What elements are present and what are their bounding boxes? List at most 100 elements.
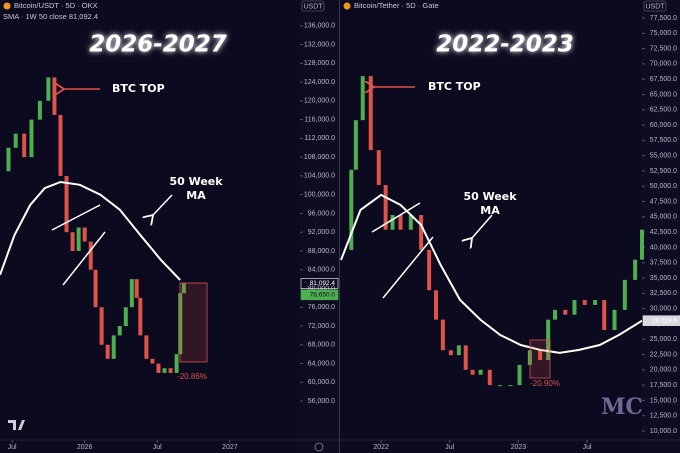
- candle: [498, 385, 503, 387]
- axis-label: USDT: [303, 3, 323, 10]
- candle: [52, 77, 57, 115]
- drop-box: [179, 282, 208, 363]
- symbol-icon: [343, 2, 351, 10]
- drop-box: [529, 339, 551, 379]
- candle: [478, 369, 483, 375]
- chart-header: Bitcoin/USDT · 5D · OKX: [14, 1, 98, 10]
- ma-label: MA: [480, 204, 500, 217]
- y-tick-label: 68,000.0: [308, 342, 335, 349]
- y-tick-label: 132,000.0: [304, 41, 335, 48]
- candle: [376, 150, 381, 186]
- y-tick-label: 70,000.0: [650, 61, 677, 68]
- watermark: MC: [601, 394, 643, 420]
- chart-title: 2022-2023: [436, 32, 574, 58]
- candle: [593, 300, 598, 305]
- candle: [538, 350, 543, 361]
- candle: [156, 363, 161, 373]
- y-tick-label: 62,500.0: [650, 107, 677, 114]
- candle: [602, 300, 607, 331]
- y-tick-label: 77,500.0: [650, 15, 677, 22]
- candle: [433, 290, 438, 320]
- candle: [13, 133, 18, 148]
- candle: [150, 358, 155, 364]
- candle: [99, 307, 104, 345]
- candle: [134, 279, 139, 298]
- candle: [22, 133, 27, 158]
- candle: [508, 385, 513, 387]
- y-tick-label: 30,000.0: [650, 305, 677, 312]
- y-tick-label: 55,000.0: [650, 153, 677, 160]
- candle: [633, 259, 638, 280]
- price-tag-label: 78,650.0: [310, 292, 336, 299]
- chart-header: Bitcoin/Tether · 5D · Gate: [354, 1, 439, 10]
- ma-label: 50 Week: [169, 175, 223, 188]
- y-tick-label: 17,500.0: [650, 382, 677, 389]
- candle: [582, 300, 587, 305]
- axis-label: USDT: [645, 3, 665, 10]
- candle: [88, 241, 93, 270]
- top-label: BTC TOP: [428, 80, 481, 93]
- y-tick-label: 57,500.0: [650, 137, 677, 144]
- candle: [123, 307, 128, 327]
- x-tick-label: Jul: [153, 444, 162, 451]
- y-tick-label: 42,500.0: [650, 229, 677, 236]
- y-tick-label: 112,000.0: [304, 135, 335, 142]
- candle: [448, 350, 453, 356]
- y-tick-label: 128,000.0: [304, 60, 335, 67]
- candle: [181, 283, 186, 294]
- candle: [487, 369, 492, 386]
- y-tick-label: 124,000.0: [304, 79, 335, 86]
- candle: [612, 309, 617, 331]
- x-tick-label: 2023: [511, 444, 527, 451]
- y-tick-label: 120,000.0: [304, 98, 335, 105]
- y-tick-label: 37,500.0: [650, 260, 677, 267]
- top-label: BTC TOP: [112, 82, 165, 95]
- candle: [470, 369, 475, 375]
- y-tick-label: 56,000.0: [308, 398, 335, 405]
- candle: [162, 368, 167, 373]
- x-tick-label: 2026: [77, 444, 93, 451]
- y-tick-label: 96,000.0: [308, 210, 335, 217]
- y-tick-label: 64,000.0: [308, 360, 335, 367]
- ma-line: [340, 193, 643, 354]
- tradingview-logo: [8, 420, 25, 430]
- y-tick-label: 35,000.0: [650, 275, 677, 282]
- drop-label: -20.90%: [530, 379, 560, 388]
- y-tick-label: 40,000.0: [650, 244, 677, 251]
- price-tag: [300, 278, 339, 289]
- ma-arrow: [153, 194, 173, 215]
- x-tick-label: 2027: [222, 444, 238, 451]
- indicator-label: SMA · 1W 50 close 81,092.4: [3, 12, 98, 21]
- ma-label: 50 Week: [463, 190, 517, 203]
- y-tick-label: 80,000.0: [308, 285, 335, 292]
- x-tick-label: Jul: [583, 444, 592, 451]
- price-tag: [642, 315, 680, 326]
- candle: [390, 215, 395, 230]
- x-tick-label: Jul: [445, 444, 454, 451]
- y-tick-label: 88,000.0: [308, 248, 335, 255]
- candle: [349, 169, 354, 250]
- drop-label: -20.86%: [177, 372, 207, 381]
- candle: [419, 215, 424, 250]
- y-tick-label: 76,000.0: [308, 304, 335, 311]
- candle: [138, 297, 143, 336]
- y-tick-label: 12,500.0: [650, 413, 677, 420]
- settings-icon[interactable]: [314, 442, 324, 452]
- candle: [398, 215, 403, 230]
- y-tick-label: 52,500.0: [650, 168, 677, 175]
- candle: [383, 185, 388, 230]
- candle: [58, 114, 63, 176]
- candle: [111, 335, 116, 359]
- y-tick-label: 84,000.0: [308, 267, 335, 274]
- trend-line: [382, 236, 434, 299]
- x-tick-label: Jul: [8, 444, 17, 451]
- candle: [144, 335, 149, 359]
- y-tick-label: 92,000.0: [308, 229, 335, 236]
- candle: [129, 279, 134, 308]
- candle: [427, 249, 432, 291]
- price-tag: [300, 289, 339, 301]
- candle: [46, 77, 51, 101]
- candle: [440, 319, 445, 351]
- trend-line: [51, 204, 101, 231]
- y-tick-label: 65,000.0: [650, 91, 677, 98]
